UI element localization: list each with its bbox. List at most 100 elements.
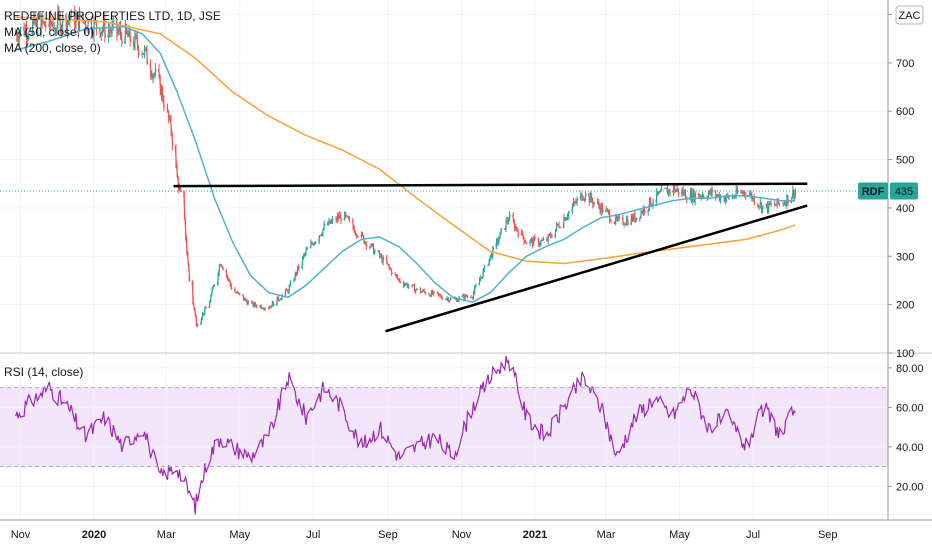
candle-body [237, 291, 240, 294]
rsi-axis[interactable]: 80.00 60.00 40.00 20.00 [888, 363, 924, 494]
candle-body [194, 308, 197, 317]
candle-body [372, 244, 375, 254]
candle-body [185, 239, 188, 253]
candle-body [50, 23, 53, 26]
candle-body [572, 201, 575, 207]
candle-body [309, 242, 313, 249]
rsi-tick-label: 20.00 [896, 481, 924, 493]
candle-body [101, 29, 104, 33]
candle-body [296, 265, 299, 275]
candle-body [623, 223, 625, 226]
candle-body [397, 278, 400, 281]
time-tick-label: May [669, 529, 690, 541]
candle-body [549, 234, 552, 237]
candle-body [57, 11, 61, 17]
candle-body [27, 34, 31, 37]
candle-body [407, 285, 410, 288]
candle-body [714, 190, 717, 198]
candle-body [782, 203, 785, 206]
rsi-legend[interactable]: RSI (14, close) [4, 365, 84, 379]
candle-body [597, 201, 601, 207]
ma50-legend[interactable]: MA (50, close, 0) [4, 25, 95, 39]
candle-body [621, 217, 625, 225]
candle-body [537, 238, 540, 246]
candle-body [396, 275, 399, 280]
candle-body [169, 118, 173, 134]
price-tick-label: 100 [896, 348, 914, 360]
currency-button[interactable]: ZAC [895, 5, 924, 25]
candle-body [141, 53, 144, 55]
candle-body [255, 305, 258, 308]
candle-body [512, 214, 515, 222]
candle-body [702, 194, 705, 198]
candle-body [441, 297, 444, 300]
candle-body [195, 315, 198, 327]
candle-body [414, 289, 417, 293]
candle-body [292, 279, 296, 283]
candle-body [390, 269, 393, 275]
candle-body [473, 286, 476, 293]
candle-body [294, 272, 297, 280]
ma200-legend[interactable]: MA (200, close, 0) [4, 41, 101, 55]
candle-body [369, 243, 373, 248]
candle-body [44, 25, 47, 28]
candle-body [107, 29, 110, 38]
candle-body [444, 298, 447, 300]
candle-body [743, 191, 746, 195]
candle-body [377, 249, 380, 252]
candle-body [635, 217, 638, 222]
candle-body [388, 264, 391, 268]
trendline[interactable] [173, 182, 808, 188]
candle-body [192, 303, 196, 310]
candle-body [119, 27, 122, 35]
price-tick-label: 600 [896, 106, 914, 118]
candle-body [528, 239, 532, 244]
candle-body [238, 293, 241, 295]
time-tick-label: Jul [306, 529, 320, 541]
candle-body [413, 284, 416, 293]
candle-body [532, 237, 535, 246]
price-tag-value-bg [890, 182, 918, 200]
time-axis[interactable]: Nov 2020 Mar May Jul Sep Nov 2021 Mar May Jul Sep [11, 529, 838, 541]
candle-body [227, 278, 230, 281]
candle-body [110, 24, 114, 33]
candle-body [174, 146, 178, 166]
candle-body [272, 301, 275, 306]
candle-body [487, 258, 491, 266]
candle-body [773, 203, 776, 206]
candle-body [590, 193, 593, 201]
candle-body [513, 221, 516, 230]
candle-body [40, 16, 44, 23]
currency-button-frame[interactable] [895, 5, 924, 25]
candle-body [647, 209, 650, 213]
candle-body [301, 256, 304, 269]
candle-body [566, 216, 569, 219]
time-tick-label: 2021 [523, 529, 547, 541]
candle-body [351, 219, 355, 228]
candle-body [262, 308, 265, 310]
candle-body [143, 48, 146, 55]
candle-body [361, 232, 364, 236]
price-tick-label: 500 [896, 155, 914, 167]
candle-body [428, 293, 430, 296]
candle-body [221, 266, 225, 271]
candle-body [423, 289, 426, 293]
candle-body [213, 284, 216, 287]
price-tag-symbol-bg [858, 182, 888, 200]
candle-body [378, 251, 381, 257]
candle-body [562, 217, 566, 228]
price-tick-label: 200 [896, 300, 914, 312]
symbol-title[interactable]: REDEFINE PROPERTIES LTD, 1D, JSE [4, 9, 221, 23]
candle-body [250, 300, 253, 303]
candle-body [120, 34, 123, 44]
trendline[interactable] [385, 204, 808, 333]
candle-body [651, 201, 655, 206]
candle-body [606, 208, 609, 211]
candle-body [522, 237, 526, 243]
candle-body [260, 305, 263, 309]
candle-body [456, 299, 459, 303]
candle-body [228, 280, 232, 285]
rsi-tick-label: 40.00 [896, 442, 924, 454]
candle-body [235, 291, 238, 294]
time-tick-label: Mar [597, 529, 616, 541]
